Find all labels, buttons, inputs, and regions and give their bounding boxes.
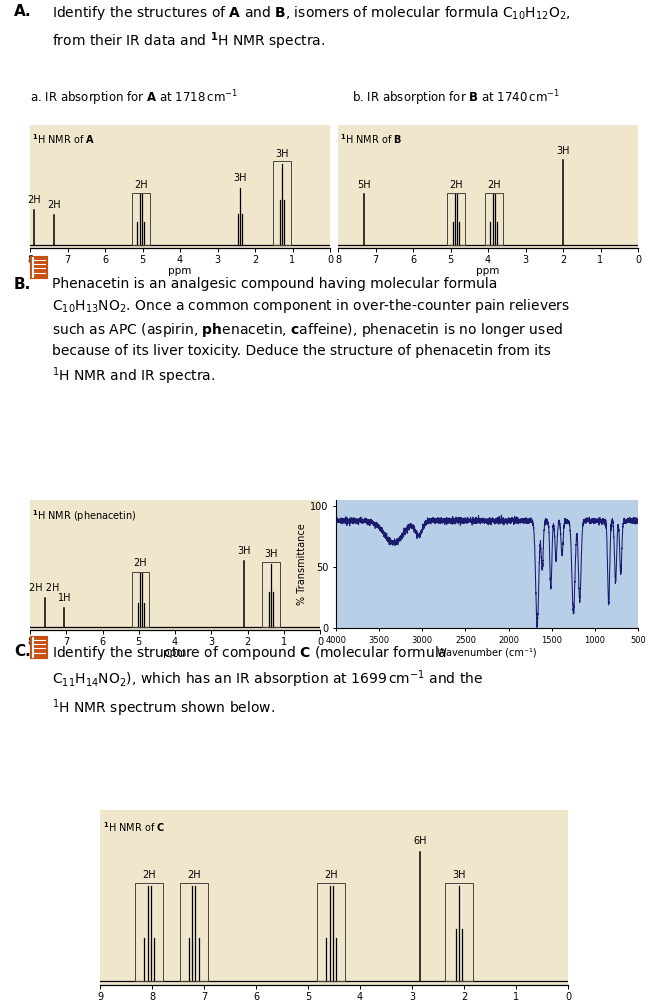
Text: C.: C.: [14, 644, 31, 659]
X-axis label: ppm: ppm: [168, 266, 192, 276]
Text: 5H: 5H: [357, 180, 371, 190]
Text: 2H: 2H: [142, 870, 156, 880]
X-axis label: Wavenumber (cm⁻¹): Wavenumber (cm⁻¹): [437, 647, 537, 657]
Text: 2H: 2H: [487, 180, 500, 190]
Text: Identify the structures of $\mathbf{A}$ and $\mathbf{B}$, isomers of molecular f: Identify the structures of $\mathbf{A}$ …: [52, 4, 570, 22]
Text: 3H: 3H: [452, 870, 466, 880]
Text: 2H: 2H: [134, 558, 148, 568]
Text: $\mathbf{^1}$H NMR of $\mathbf{C}$: $\mathbf{^1}$H NMR of $\mathbf{C}$: [103, 821, 165, 834]
Text: 2H: 2H: [450, 180, 463, 190]
Text: 2H: 2H: [27, 195, 41, 205]
Text: $\mathbf{^1}$H NMR (phenacetin): $\mathbf{^1}$H NMR (phenacetin): [32, 508, 136, 524]
Text: b. IR absorption for $\mathbf{B}$ at 1740$\,$cm$^{-1}$: b. IR absorption for $\mathbf{B}$ at 174…: [352, 88, 560, 108]
Text: 3H: 3H: [233, 173, 246, 183]
Text: Phenacetin is an analgesic compound having molecular formula
$\mathrm{C_{10}H_{1: Phenacetin is an analgesic compound havi…: [52, 277, 570, 387]
Text: 2H: 2H: [134, 180, 148, 190]
Text: 2H: 2H: [47, 200, 61, 210]
Text: 3H: 3H: [275, 149, 289, 159]
Text: 3H: 3H: [237, 546, 250, 556]
X-axis label: ppm: ppm: [163, 648, 186, 658]
Text: B.: B.: [14, 277, 31, 292]
Text: 2H: 2H: [187, 870, 200, 880]
Text: $\mathbf{^1}$H NMR of $\mathbf{A}$: $\mathbf{^1}$H NMR of $\mathbf{A}$: [32, 132, 95, 146]
Text: 6H: 6H: [413, 836, 427, 846]
Text: Identify the structure of compound $\mathbf{C}$ (molecular formula
$\mathrm{C_{1: Identify the structure of compound $\mat…: [52, 644, 483, 719]
Text: A.: A.: [14, 4, 31, 19]
X-axis label: ppm: ppm: [476, 266, 500, 276]
Text: a. IR absorption for $\mathbf{A}$ at 1718$\,$cm$^{-1}$: a. IR absorption for $\mathbf{A}$ at 171…: [30, 88, 238, 108]
Text: 3H: 3H: [556, 146, 570, 156]
Text: $\mathbf{^1}$H NMR of $\mathbf{B}$: $\mathbf{^1}$H NMR of $\mathbf{B}$: [340, 132, 402, 146]
Text: 1H: 1H: [57, 593, 71, 603]
Y-axis label: % Transmittance: % Transmittance: [297, 523, 307, 605]
Text: 2H 2H: 2H 2H: [29, 583, 59, 593]
Text: 2H: 2H: [325, 870, 338, 880]
Text: from their IR data and $\mathbf{^1}$H NMR spectra.: from their IR data and $\mathbf{^1}$H NM…: [52, 30, 325, 52]
Text: 3H: 3H: [265, 549, 278, 559]
